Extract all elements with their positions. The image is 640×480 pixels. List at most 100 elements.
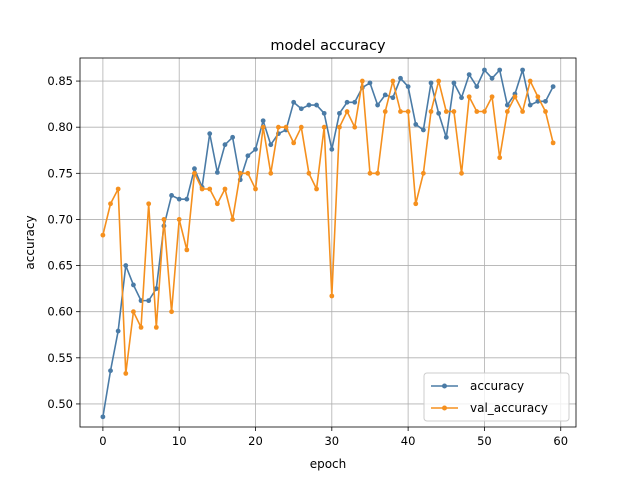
point-val-accuracy (474, 109, 480, 114)
point-accuracy (230, 134, 236, 140)
point-accuracy (420, 127, 426, 133)
y-tick-label: 0.65 (47, 259, 73, 273)
point-val-accuracy (436, 78, 442, 84)
point-accuracy (260, 118, 266, 124)
point-accuracy (207, 131, 213, 137)
point-accuracy (115, 328, 121, 334)
point-val-accuracy (367, 170, 373, 176)
point-accuracy (451, 80, 457, 86)
point-val-accuracy (268, 170, 274, 176)
point-accuracy (123, 263, 129, 268)
point-val-accuracy (169, 309, 174, 315)
point-val-accuracy (489, 94, 495, 100)
point-accuracy (527, 102, 533, 108)
point-val-accuracy (443, 109, 449, 114)
point-accuracy (352, 99, 358, 105)
point-val-accuracy (192, 170, 197, 176)
y-tick-label: 0.50 (47, 397, 73, 411)
series-line-accuracy (102, 69, 554, 417)
point-val-accuracy (298, 124, 304, 130)
point-accuracy (405, 84, 411, 89)
point-val-accuracy (253, 186, 258, 192)
point-accuracy (169, 193, 174, 198)
point-val-accuracy (100, 232, 106, 238)
point-val-accuracy (512, 94, 518, 100)
point-accuracy (520, 67, 525, 73)
point-accuracy (375, 102, 380, 108)
y-tick-label: 0.55 (47, 351, 73, 365)
y-tick-label: 0.70 (47, 212, 73, 226)
point-accuracy (459, 95, 464, 101)
y-axis-ticks: 0.50 0.55 0.60 0.65 0.70 0.75 0.80 0.85 (47, 74, 80, 411)
point-val-accuracy (329, 293, 335, 299)
point-accuracy (268, 142, 274, 148)
point-accuracy (443, 134, 449, 140)
point-accuracy (466, 72, 472, 78)
point-accuracy (298, 106, 304, 112)
y-tick-label: 0.60 (47, 305, 73, 319)
point-accuracy (497, 67, 503, 73)
series-layer (100, 67, 556, 420)
point-accuracy (550, 84, 556, 89)
legend-marker-val-accuracy (442, 405, 447, 411)
point-val-accuracy (108, 201, 113, 207)
point-val-accuracy (451, 109, 457, 114)
point-accuracy (428, 80, 434, 86)
point-accuracy (474, 84, 480, 89)
point-val-accuracy (214, 201, 220, 207)
point-accuracy (108, 368, 113, 374)
point-val-accuracy (199, 186, 205, 192)
point-accuracy (382, 92, 388, 98)
point-accuracy (291, 99, 297, 105)
point-val-accuracy (375, 170, 380, 176)
legend-label-accuracy: accuracy (470, 379, 524, 393)
point-accuracy (413, 122, 419, 127)
point-accuracy (329, 146, 335, 152)
x-tick-label: 10 (172, 434, 187, 448)
point-val-accuracy (146, 201, 152, 207)
point-val-accuracy (276, 124, 281, 130)
point-val-accuracy (291, 140, 297, 146)
point-accuracy (153, 286, 159, 292)
point-val-accuracy (230, 217, 236, 222)
point-val-accuracy (527, 78, 533, 84)
point-accuracy (245, 153, 251, 159)
series-line-val-accuracy (102, 80, 554, 375)
point-val-accuracy (115, 186, 121, 192)
legend: accuracy val_accuracy (423, 372, 570, 422)
x-axis-ticks: 0 10 20 30 40 50 60 (99, 427, 568, 448)
point-val-accuracy (283, 124, 289, 130)
x-tick-label: 0 (99, 434, 106, 448)
point-accuracy (337, 110, 342, 116)
y-tick-label: 0.85 (47, 74, 73, 88)
legend-marker-accuracy (442, 383, 447, 389)
point-val-accuracy (413, 201, 419, 207)
x-tick-label: 40 (401, 434, 416, 448)
plot-frame (79, 57, 577, 428)
point-val-accuracy (382, 109, 388, 114)
point-val-accuracy (390, 78, 396, 84)
point-val-accuracy (459, 170, 464, 176)
point-val-accuracy (466, 94, 472, 100)
point-val-accuracy (344, 109, 350, 114)
point-val-accuracy (207, 186, 213, 192)
point-val-accuracy (131, 309, 136, 315)
point-val-accuracy (420, 170, 426, 176)
point-val-accuracy (306, 170, 312, 176)
point-val-accuracy (543, 109, 548, 114)
point-val-accuracy (504, 109, 510, 114)
point-val-accuracy (352, 124, 358, 130)
x-tick-label: 30 (324, 434, 339, 448)
point-accuracy (489, 75, 495, 81)
point-val-accuracy (222, 186, 228, 192)
point-val-accuracy (520, 109, 525, 114)
point-accuracy (344, 99, 350, 105)
point-val-accuracy (405, 109, 411, 114)
y-axis-label: accuracy (23, 215, 37, 269)
point-accuracy (131, 282, 136, 288)
point-val-accuracy (398, 109, 403, 114)
point-val-accuracy (337, 124, 342, 130)
point-accuracy (176, 196, 182, 202)
point-val-accuracy (535, 94, 541, 100)
